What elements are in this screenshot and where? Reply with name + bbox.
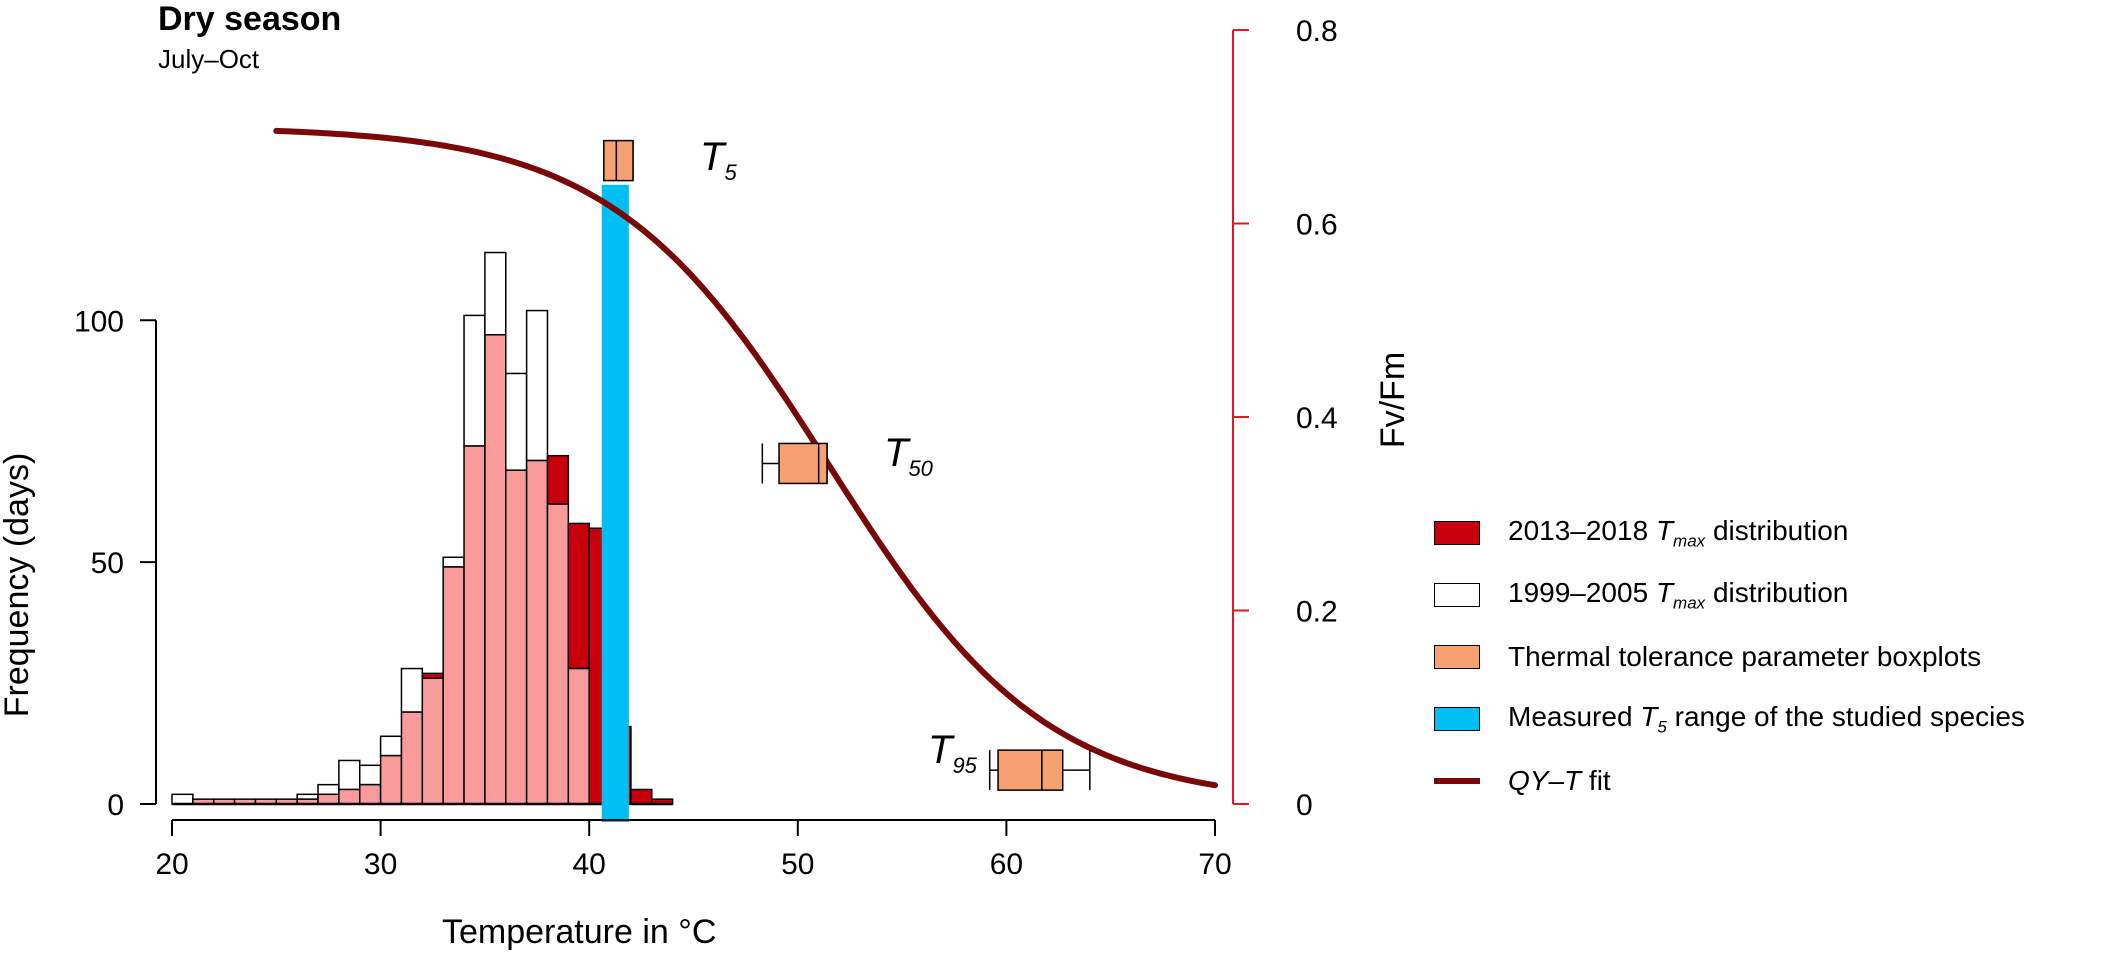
legend-swatch [1434, 521, 1480, 545]
x-tick-label: 40 [573, 848, 606, 881]
boxplot-label: T50 [884, 431, 934, 481]
boxplot-box [603, 139, 634, 182]
y2-axis-label: Fv/Fm [1374, 352, 1412, 448]
bar-overlap [421, 677, 444, 805]
legend-swatch [1434, 645, 1480, 669]
bar-1999-2005 [400, 667, 424, 713]
x-tick-label: 30 [364, 848, 397, 881]
bar-1999-2005 [484, 251, 507, 336]
bar-1999-2005 [171, 793, 194, 805]
qy-t-fit-line [273, 127, 1218, 789]
legend: 2013–2018 Tmax distribution 1999–2005 Tma… [1434, 502, 2025, 812]
y-axis-label: Frequency (days) [0, 453, 36, 718]
bar-overlap [505, 469, 528, 805]
chart-plot: T5 T50 T95 20 30 40 50 60 70 Temperature in °C 0 50… [0, 15, 1412, 951]
y2-tick-label: 0.4 [1296, 402, 1338, 435]
bar-1999-2005 [379, 735, 403, 757]
bar-1999-2005 [358, 764, 382, 786]
bar-2013-2018 [630, 788, 653, 805]
chart-title: Dry season [158, 0, 342, 38]
bar-1999-2005 [317, 783, 340, 796]
bar-overlap [338, 788, 361, 805]
boxplot-box [778, 442, 828, 485]
bar-overlap [463, 445, 486, 805]
legend-label: 2013–2018 Tmax distribution [1508, 514, 1849, 551]
bar-overlap [317, 793, 340, 805]
y-tick-label: 50 [91, 547, 124, 580]
x-axis-label: Temperature in °C [442, 913, 716, 951]
y2-tick-label: 0.2 [1296, 596, 1338, 629]
legend-label: 1999–2005 Tmax distribution [1508, 576, 1849, 613]
legend-swatch [1434, 778, 1480, 784]
y2-tick-label: 0 [1296, 789, 1313, 822]
bar-overlap [546, 503, 570, 805]
bar-2013-2018 [567, 522, 590, 670]
y-tick-label: 100 [74, 305, 124, 338]
bar-2013-2018 [546, 454, 570, 505]
bar-1999-2005 [525, 309, 549, 462]
legend-swatch [1434, 583, 1480, 607]
legend-item: 1999–2005 Tmax distribution [1434, 564, 2025, 626]
y2-tick-label: 0.8 [1296, 15, 1338, 48]
bar-overlap [567, 667, 590, 805]
bar-1999-2005 [505, 372, 528, 471]
x-tick-label: 50 [781, 848, 814, 881]
boxplot-box [997, 749, 1064, 791]
boxplot-label: T95 [928, 728, 978, 778]
boxplot-label: T5 [700, 135, 737, 185]
legend-label: QY–T fit [1508, 765, 1611, 796]
legend-item: QY–T fit [1434, 750, 2025, 812]
legend-label: Measured T5 range of the studied species [1508, 700, 2025, 737]
bar-1999-2005 [338, 759, 361, 791]
bar-overlap [400, 711, 424, 805]
legend-label: Thermal tolerance parameter boxplots [1508, 641, 1982, 672]
legend-item: 2013–2018 Tmax distribution [1434, 502, 2025, 564]
x-tick-label: 20 [155, 848, 188, 881]
x-tick-label: 60 [990, 848, 1023, 881]
t5-range-band [601, 184, 629, 823]
bar-overlap [358, 783, 382, 805]
legend-swatch [1434, 707, 1480, 731]
bar-overlap [484, 334, 507, 805]
x-tick-label: 70 [1198, 848, 1231, 881]
bar-overlap [379, 754, 403, 805]
y-tick-label: 0 [107, 789, 124, 822]
chart-subtitle: July–Oct [158, 44, 260, 74]
bar-1999-2005 [463, 314, 486, 447]
y2-tick-label: 0.6 [1296, 209, 1338, 242]
legend-item: Measured T5 range of the studied species [1434, 688, 2025, 750]
bar-1999-2005 [442, 556, 465, 568]
bar-overlap [442, 566, 465, 805]
bar-overlap [525, 459, 549, 805]
legend-item: Thermal tolerance parameter boxplots [1434, 626, 2025, 688]
